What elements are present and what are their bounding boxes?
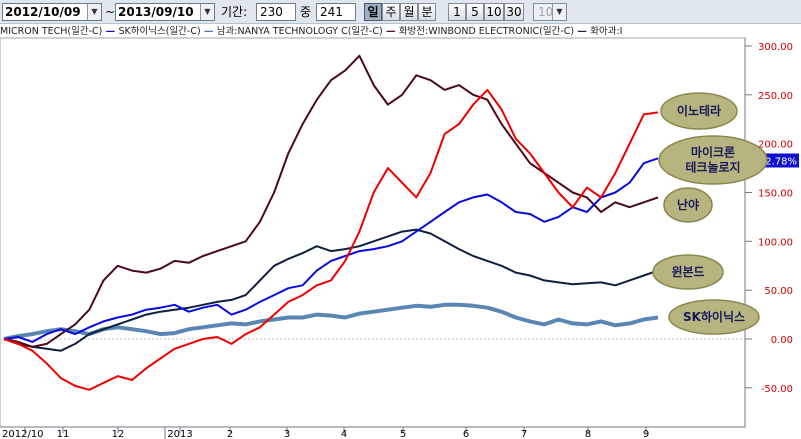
- current-value-label: 182.78%: [753, 156, 798, 167]
- period-button-week[interactable]: 주: [382, 3, 400, 21]
- x-tick-label: 12: [112, 429, 125, 439]
- bubble-shape: [652, 254, 724, 290]
- legend-item-3[interactable]: 화방전:WINBOND ELECTRONIC(일간-C): [398, 26, 575, 37]
- bubble-label-line: 마이크론: [691, 145, 735, 160]
- end-date-dropdown-icon[interactable]: ▼: [200, 4, 214, 20]
- annotation-bubble-2: 난야: [663, 187, 713, 223]
- series-line-navy: [3, 228, 659, 352]
- period-button-30[interactable]: 30: [504, 3, 524, 21]
- x-tick-label: 3: [284, 429, 290, 439]
- end-date-value: 2013/09/10: [118, 5, 194, 19]
- period-button-1[interactable]: 1: [448, 3, 466, 21]
- series-line-hynix: [3, 157, 659, 343]
- date-range-separator: ~: [105, 5, 116, 19]
- x-tick-label: 2012/10: [2, 429, 44, 439]
- x-tick-label: 9: [643, 429, 649, 439]
- period-button-5[interactable]: 5: [466, 3, 484, 21]
- period-button-10[interactable]: 10: [484, 3, 504, 21]
- period-input[interactable]: 230: [256, 3, 296, 21]
- chart-toolbar: 2012/10/09 ▼ ~ 2013/09/10 ▼ 기간: 230 중 24…: [0, 0, 801, 24]
- bubble-shape: [668, 299, 760, 335]
- legend: MICRON TECH(일간-C) — SK하이닉스(일간-C) — 남과:NA…: [0, 25, 745, 38]
- x-tick-label: 5: [400, 429, 406, 439]
- start-date-field[interactable]: 2012/10/09 ▼: [2, 3, 102, 21]
- bubble-shape: [658, 135, 768, 185]
- custom-period-dropdown-icon[interactable]: ▼: [552, 4, 566, 20]
- period-button-day[interactable]: 일: [364, 3, 382, 21]
- x-tick-label: 6: [463, 429, 469, 439]
- y-tick-label: 50.00: [764, 286, 793, 297]
- start-date-value: 2012/10/09: [5, 5, 81, 19]
- end-date-field[interactable]: 2013/09/10 ▼: [115, 3, 215, 21]
- chart-series: [3, 54, 659, 391]
- annotation-bubble-3: 윈본드: [652, 254, 724, 290]
- legend-swatch-3: —: [382, 26, 399, 37]
- bubble-label-line: 윈본드: [671, 265, 704, 279]
- start-date-dropdown-icon[interactable]: ▼: [87, 4, 101, 20]
- legend-swatch-1: —: [102, 26, 119, 37]
- period-button-month[interactable]: 월: [400, 3, 418, 21]
- custom-period-value: 10: [538, 5, 554, 19]
- series-line-maroon: [3, 54, 659, 348]
- legend-swatch-2: —: [200, 26, 217, 37]
- period-label: 기간:: [221, 5, 248, 19]
- y-tick-label: 150.00: [758, 189, 793, 200]
- x-tick-label: 11: [57, 429, 70, 439]
- bubble-label-line: 이노테라: [677, 103, 721, 118]
- bubble-shape: [663, 187, 713, 223]
- chart-axes: 300.00 250.00 200.00 150.00 100.00 50.00 0.00 -…: [0, 37, 799, 439]
- y-tick-label: -50.00: [761, 384, 793, 395]
- bubble-shape: [660, 92, 738, 130]
- legend-item-0[interactable]: MICRON TECH(일간-C): [0, 26, 103, 37]
- bubble-label-line: 난야: [677, 197, 699, 212]
- x-tick-label: 7: [521, 429, 527, 439]
- legend-item-1[interactable]: SK하이닉스(일간-C): [118, 26, 201, 37]
- x-tick-label: 8: [585, 429, 591, 439]
- annotation-bubble-0: 이노테라: [660, 92, 738, 130]
- legend-item-2[interactable]: 남과:NANYA TECHNOLOGY C(일간-C): [216, 26, 383, 37]
- x-tick-label: 4: [341, 429, 347, 439]
- bubble-label-line: SK하이닉스: [683, 309, 745, 324]
- y-tick-label: 300.00: [758, 42, 793, 53]
- x-tick-label: 2: [227, 429, 233, 439]
- y-tick-label: 100.00: [758, 237, 793, 248]
- series-line-steel: [3, 302, 659, 341]
- bubble-label-line: 테크놀로지: [685, 160, 740, 175]
- series-line-micron: [3, 88, 659, 391]
- x-tick-label: 2013: [167, 429, 192, 439]
- legend-swatch-4: —: [574, 26, 591, 37]
- legend-item-4[interactable]: 화아과:I: [590, 26, 623, 37]
- y-tick-label: 200.00: [758, 140, 793, 151]
- mid-label: 중: [300, 5, 312, 19]
- y-tick-label: 250.00: [758, 91, 793, 102]
- annotation-bubble-4: SK하이닉스: [668, 299, 760, 335]
- custom-period-field[interactable]: 10 ▼: [533, 3, 567, 21]
- period-button-minute[interactable]: 분: [418, 3, 436, 21]
- y-tick-label: 0.00: [771, 335, 793, 346]
- mid-input[interactable]: 241: [316, 3, 356, 21]
- plot-area: [0, 37, 746, 428]
